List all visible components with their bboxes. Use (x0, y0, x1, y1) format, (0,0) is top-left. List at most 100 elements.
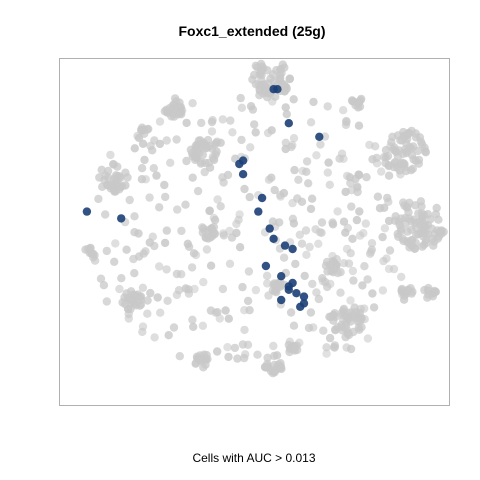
cell-point (282, 110, 291, 119)
positive-cell-point (82, 207, 92, 216)
cell-point (210, 215, 220, 225)
cell-point (146, 288, 155, 298)
cell-point (232, 219, 241, 229)
cell-point (191, 250, 201, 260)
cell-point (382, 254, 391, 263)
cell-point (143, 309, 152, 318)
cell-point (401, 219, 410, 228)
cell-point (251, 61, 260, 70)
cell-point (319, 326, 328, 335)
cell-point (99, 281, 109, 290)
cell-point (236, 93, 245, 103)
cell-point (306, 308, 316, 317)
cell-point (368, 289, 377, 298)
cell-point (155, 117, 165, 126)
cell-point (219, 178, 228, 187)
cell-point (95, 173, 104, 182)
cell-point (384, 171, 394, 180)
cell-point (238, 282, 247, 292)
cell-point (148, 146, 157, 155)
cell-point (403, 130, 412, 139)
cell-point (150, 136, 159, 145)
cell-point (153, 293, 162, 302)
cell-point (276, 74, 285, 83)
cell-point (427, 224, 436, 233)
cell-point (140, 129, 149, 138)
cell-point (218, 115, 227, 124)
cell-point (289, 95, 298, 104)
cell-point (182, 118, 191, 128)
cell-point (416, 137, 426, 146)
cell-point (208, 115, 217, 125)
cell-point (409, 142, 418, 151)
cell-point (246, 143, 255, 152)
cell-point (336, 288, 345, 297)
cell-point (204, 234, 213, 243)
cell-point (102, 297, 112, 306)
cell-point (414, 155, 424, 165)
cell-point (357, 323, 366, 332)
cell-point (211, 308, 220, 317)
cell-point (240, 184, 249, 194)
cell-point (325, 180, 334, 189)
cell-point (431, 210, 441, 219)
cell-point (307, 194, 317, 203)
cell-point (86, 244, 95, 253)
cell-point (272, 351, 282, 360)
positive-cell-point (269, 234, 278, 243)
cell-point (251, 285, 261, 295)
cell-point (417, 202, 426, 211)
cell-point (172, 269, 182, 279)
cell-point (326, 279, 335, 289)
cell-point (386, 142, 395, 151)
cell-point (130, 212, 139, 221)
cell-point (316, 140, 325, 149)
cell-point (238, 340, 248, 349)
cell-point (281, 144, 290, 154)
cell-point (208, 152, 217, 161)
cell-point (174, 286, 184, 295)
cell-point (191, 142, 200, 151)
cell-point (188, 315, 197, 324)
cell-point (309, 97, 318, 107)
cell-point (354, 121, 364, 130)
cell-point (269, 367, 279, 376)
cell-point (109, 160, 118, 169)
cell-point (302, 157, 312, 166)
positive-cell-point (288, 244, 297, 254)
positive-cell-point (292, 289, 301, 298)
cell-point (279, 253, 289, 262)
cell-point (223, 343, 232, 352)
cell-point (338, 315, 348, 324)
cell-point (213, 195, 222, 204)
cell-point (346, 296, 355, 305)
cell-point (124, 309, 133, 319)
cell-point (347, 96, 357, 105)
cell-point (162, 226, 171, 235)
cell-point (205, 206, 214, 215)
positive-cell-point (296, 302, 305, 311)
cell-point (225, 226, 234, 236)
cell-point (241, 350, 250, 359)
cell-point (225, 259, 235, 268)
cell-point (322, 349, 331, 358)
cell-point (389, 264, 399, 274)
cell-point (202, 245, 212, 254)
cell-point (264, 291, 273, 300)
cell-point (430, 286, 439, 296)
cell-point (240, 325, 249, 335)
cell-point (226, 116, 235, 125)
cell-point (437, 229, 446, 238)
cell-point (377, 167, 386, 176)
cell-point (130, 269, 139, 278)
cell-point (288, 214, 298, 223)
cell-point (412, 230, 421, 239)
cell-point (130, 299, 139, 309)
cell-point (302, 250, 311, 259)
cell-point (289, 134, 299, 143)
cell-point (333, 207, 342, 216)
cell-point (421, 229, 430, 238)
cell-point (323, 102, 332, 111)
cell-point (187, 263, 197, 272)
